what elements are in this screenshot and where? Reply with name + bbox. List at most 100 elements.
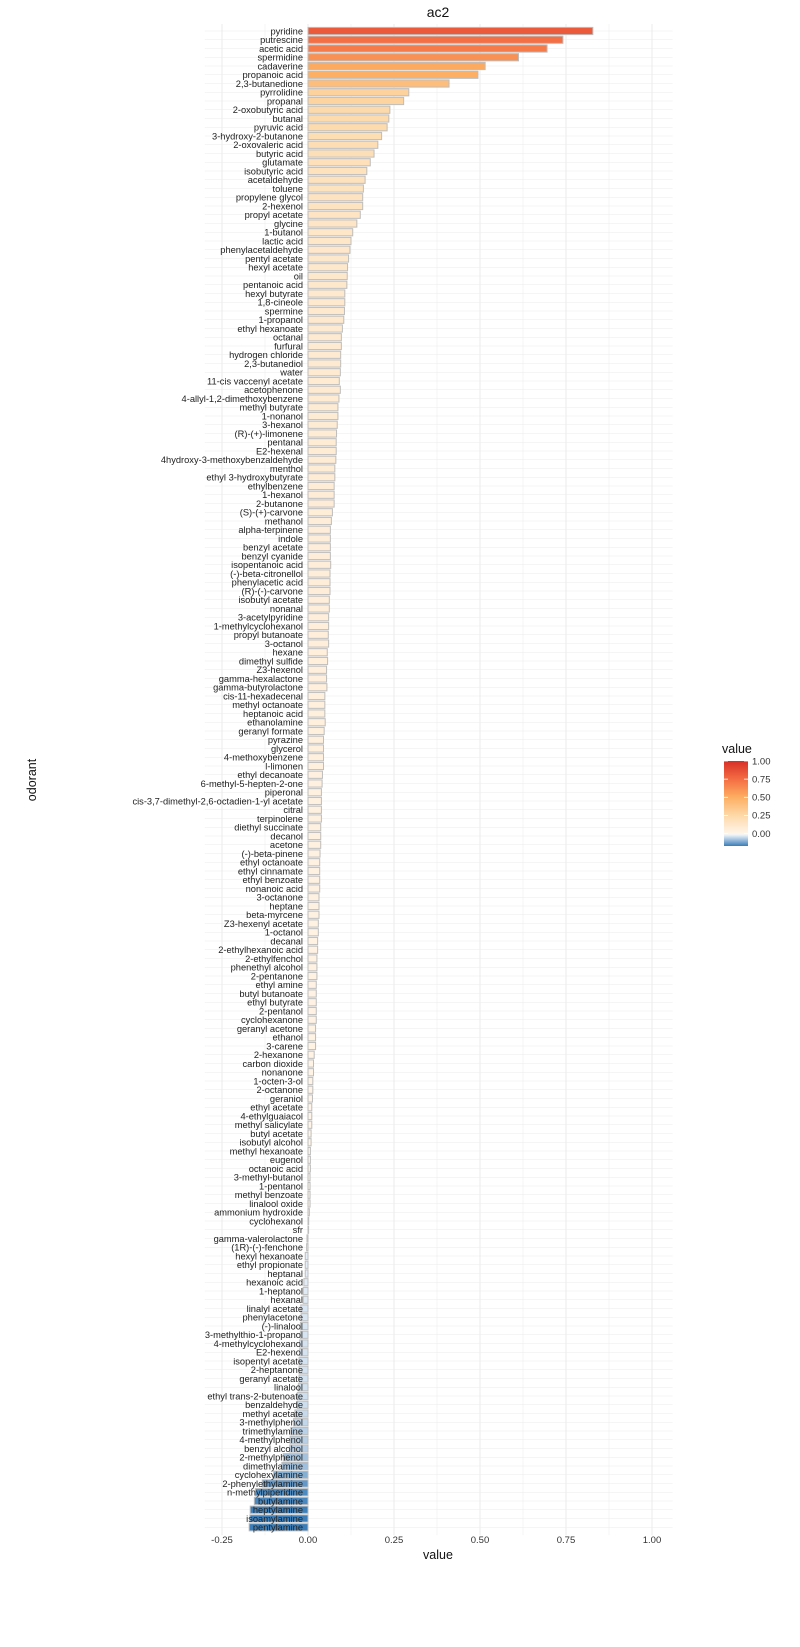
category-label: isoamylamine — [246, 1514, 303, 1524]
bar — [307, 630, 329, 639]
bar — [307, 578, 331, 587]
bar — [307, 236, 352, 246]
category-label: ethyl hexanoate — [237, 324, 303, 334]
bar — [254, 1488, 309, 1497]
category-label: cadaverine — [258, 61, 303, 71]
bar — [299, 1330, 309, 1339]
bar — [307, 53, 520, 62]
category-label: ethyl trans-2-butenoate — [207, 1391, 303, 1401]
category-label: propylene glycol — [236, 193, 303, 203]
category-label: eugenol — [270, 1155, 303, 1165]
bar — [307, 788, 322, 797]
category-label: 4-methoxybenzene — [224, 753, 303, 763]
category-label: benzaldehyde — [245, 1400, 303, 1410]
category-label: methyl acetate — [243, 1409, 303, 1419]
bar — [307, 394, 340, 403]
bar — [281, 1461, 309, 1471]
category-label: heptane — [269, 901, 303, 911]
bar — [307, 910, 320, 919]
bar — [307, 779, 323, 788]
bar — [294, 1409, 309, 1418]
bar — [307, 1111, 313, 1121]
category-label: cyclohexanone — [241, 1015, 303, 1025]
category-label: 2-butanone — [256, 499, 303, 509]
category-label: Z3-hexenyl acetate — [224, 919, 303, 929]
bar — [307, 350, 342, 359]
bar — [307, 1199, 311, 1208]
bar — [307, 560, 332, 569]
bar — [302, 1286, 309, 1296]
bar — [307, 26, 594, 36]
bar — [307, 193, 364, 202]
category-label: 2-ethylfenchol — [245, 954, 303, 964]
category-label: 2,3-butanedione — [236, 79, 303, 89]
category-label: piperonal — [265, 788, 303, 798]
bar — [298, 1374, 309, 1383]
category-label: spermidine — [258, 53, 303, 63]
bar — [307, 1155, 311, 1164]
category-label: 3-hexanol — [262, 420, 303, 430]
bar — [307, 901, 320, 911]
bar — [307, 1024, 317, 1033]
category-label: propanoic acid — [243, 70, 303, 80]
bar — [307, 744, 324, 753]
bar — [307, 613, 330, 622]
category-label: octanal — [273, 333, 303, 343]
bar — [307, 718, 326, 727]
category-label: linalool oxide — [249, 1199, 303, 1209]
bar — [307, 1164, 311, 1173]
category-label: pyridine — [270, 26, 303, 36]
category-label: phenylacetaldehyde — [220, 245, 303, 255]
bar — [307, 1059, 315, 1068]
bar — [282, 1453, 309, 1462]
x-tick-label: -0.25 — [211, 1535, 233, 1546]
bar — [307, 88, 410, 97]
legend-tick-label: 0.75 — [752, 774, 771, 785]
category-label: propyl butanoate — [234, 630, 303, 640]
category-label: 3-methylphenol — [239, 1418, 303, 1428]
category-label: pentanal — [267, 438, 303, 448]
bar — [307, 621, 330, 631]
category-label: pentylamine — [253, 1523, 303, 1533]
category-label: nonanoic acid — [246, 884, 303, 894]
bar — [307, 814, 322, 823]
category-label: methanol — [265, 516, 303, 526]
bar — [300, 1304, 309, 1313]
category-label: hexanal — [270, 1295, 303, 1305]
bar — [307, 928, 319, 937]
category-label: trimethylamine — [243, 1426, 303, 1436]
bar — [307, 35, 564, 44]
category-label: toluene — [272, 184, 303, 194]
bar — [307, 726, 325, 736]
category-label: 1-butanol — [264, 228, 303, 238]
bar — [307, 61, 486, 71]
category-label: diethyl succinate — [234, 823, 303, 833]
bar — [307, 359, 342, 368]
category-label: menthol — [270, 464, 303, 474]
bar — [307, 980, 317, 989]
category-label: 3-carene — [266, 1041, 303, 1051]
bar — [296, 1400, 309, 1409]
bar — [307, 1068, 315, 1077]
category-label: octanoic acid — [249, 1164, 303, 1174]
bar — [307, 149, 375, 158]
bar — [298, 1356, 309, 1366]
category-label: phenylacetic acid — [232, 578, 303, 588]
bar — [307, 105, 391, 114]
bar — [307, 481, 335, 491]
category-label: (-)-beta-citronellol — [230, 569, 303, 579]
category-label: cis-11-hexadecenal — [223, 691, 303, 701]
category-label: butyl butanoate — [239, 989, 303, 999]
category-label: 4-ethylguaiacol — [240, 1111, 303, 1121]
category-label: 2-oxovaleric acid — [233, 140, 303, 150]
bar — [307, 1216, 310, 1226]
bar — [307, 455, 337, 464]
category-label: cis-3,7-dimethyl-2,6-octadien-1-yl aceta… — [132, 796, 303, 806]
legend-title: value — [722, 742, 752, 756]
bar — [307, 656, 329, 666]
category-label: 1-heptanol — [259, 1286, 303, 1296]
category-label: 1-octen-3-ol — [253, 1076, 303, 1086]
bar — [307, 516, 332, 526]
category-label: heptylamine — [253, 1505, 303, 1515]
category-label: pyrazine — [268, 735, 303, 745]
